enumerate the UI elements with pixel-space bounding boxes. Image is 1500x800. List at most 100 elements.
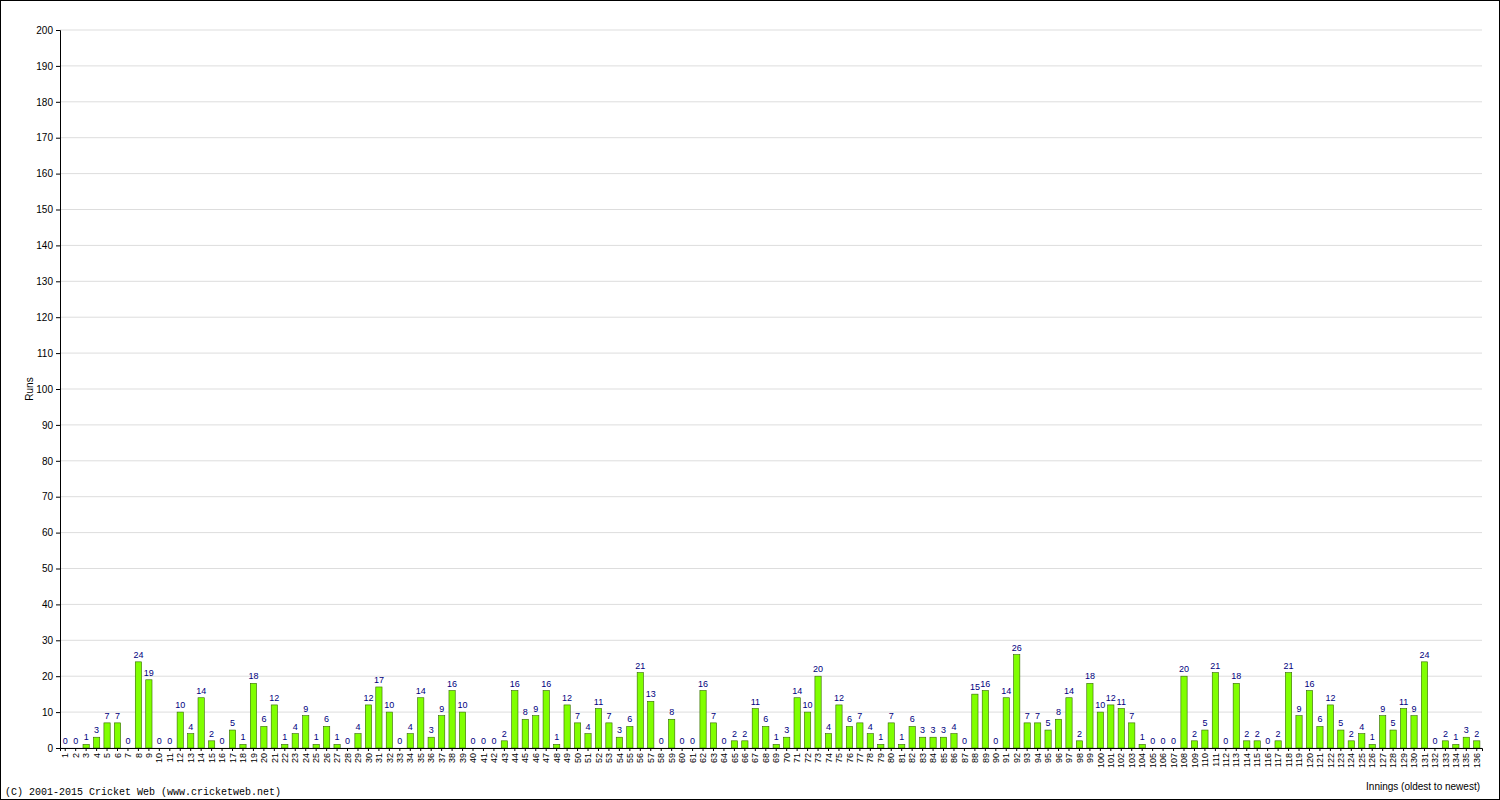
x-tick-mark (535, 748, 536, 751)
x-tick-mark (1372, 748, 1373, 751)
x-tick-mark (1330, 748, 1331, 751)
data-label: 2 (209, 729, 214, 739)
data-label: 10 (458, 700, 468, 710)
x-tick-mark (943, 748, 944, 751)
x-tick-label: 93 (1022, 753, 1032, 763)
x-tick-mark (127, 748, 128, 751)
x-tick-mark (1267, 748, 1268, 751)
y-tick: 100 (36, 384, 60, 395)
bar (282, 744, 288, 748)
x-tick-mark (1016, 748, 1017, 751)
x-tick-label: 9 (144, 753, 154, 758)
data-label: 6 (627, 714, 632, 724)
x-tick: 132 (1430, 748, 1440, 768)
data-label: 1 (899, 732, 904, 742)
x-tick: 123 (1336, 748, 1346, 768)
data-label: 14 (1001, 686, 1011, 696)
x-tick-label: 35 (416, 753, 426, 763)
bar (951, 734, 957, 748)
bar (669, 719, 675, 748)
x-tick-label: 10 (154, 753, 164, 763)
x-tick-mark (1110, 748, 1111, 751)
data-label: 0 (397, 736, 402, 746)
grid-line (60, 137, 1482, 138)
x-tick: 58 (656, 748, 666, 763)
x-tick-label: 45 (520, 753, 530, 763)
x-tick-mark (1048, 748, 1049, 751)
data-label: 7 (115, 711, 120, 721)
data-label: 1 (1370, 732, 1375, 742)
bar (501, 741, 507, 748)
x-tick: 127 (1378, 748, 1388, 768)
x-tick: 11 (165, 748, 175, 762)
x-tick-mark (75, 748, 76, 751)
x-tick-label: 129 (1399, 753, 1409, 768)
x-tick-label: 67 (750, 753, 760, 763)
data-label: 6 (910, 714, 915, 724)
bar (125, 748, 131, 749)
x-tick-mark (953, 748, 954, 751)
data-label: 7 (857, 711, 862, 721)
x-tick-label: 109 (1190, 753, 1200, 768)
x-tick-mark (483, 748, 484, 751)
grid-line (60, 676, 1482, 677)
data-label: 4 (408, 722, 413, 732)
y-tick-mark (56, 138, 60, 139)
data-label: 9 (1412, 704, 1417, 714)
x-tick: 120 (1305, 748, 1315, 768)
y-tick-mark (56, 353, 60, 354)
data-label: 4 (293, 722, 298, 732)
data-label: 8 (669, 707, 674, 717)
grid-line (60, 532, 1482, 533)
y-tick-mark (56, 317, 60, 318)
x-tick: 6 (113, 748, 123, 758)
x-tick-mark (828, 748, 829, 751)
bar (648, 701, 654, 748)
x-tick-mark (912, 748, 913, 751)
data-label: 0 (962, 736, 967, 746)
x-tick: 90 (991, 748, 1001, 763)
x-tick: 25 (311, 748, 321, 763)
x-tick-label: 128 (1388, 753, 1398, 768)
x-tick: 2 (71, 748, 81, 758)
y-tick-label: 140 (36, 240, 53, 251)
bar (1202, 730, 1208, 748)
bar (303, 716, 309, 748)
x-tick: 107 (1169, 748, 1179, 768)
data-label: 7 (1035, 711, 1040, 721)
x-tick-label: 127 (1378, 753, 1388, 768)
x-tick-label: 14 (196, 753, 206, 763)
x-tick-mark (295, 748, 296, 751)
x-tick: 33 (395, 748, 405, 763)
bar (825, 734, 831, 748)
x-tick-mark (608, 748, 609, 751)
x-tick: 104 (1137, 748, 1147, 768)
y-tick-label: 10 (42, 707, 54, 718)
bar (135, 662, 141, 748)
x-tick-label: 49 (562, 753, 572, 763)
bar (177, 712, 183, 748)
x-tick-mark (650, 748, 651, 751)
bar (1014, 655, 1020, 748)
x-tick-mark (682, 748, 683, 751)
x-tick-mark (1236, 748, 1237, 751)
x-tick-mark (891, 748, 892, 751)
x-tick-label: 66 (740, 753, 750, 763)
y-tick-label: 50 (42, 563, 54, 574)
x-tick-label: 82 (907, 753, 917, 763)
x-tick: 82 (907, 748, 917, 763)
bar (794, 698, 800, 748)
x-tick-label: 64 (719, 753, 729, 763)
data-label: 8 (1056, 707, 1061, 717)
data-label: 6 (847, 714, 852, 724)
bar (1453, 744, 1459, 748)
data-label: 24 (133, 650, 143, 660)
x-tick-mark (378, 748, 379, 751)
x-tick-label: 134 (1451, 753, 1461, 768)
data-label: 7 (1129, 711, 1134, 721)
y-tick-label: 100 (36, 384, 53, 395)
bar (1003, 698, 1009, 748)
x-tick-label: 46 (531, 753, 541, 763)
data-label: 6 (261, 714, 266, 724)
x-tick-label: 99 (1085, 753, 1095, 763)
